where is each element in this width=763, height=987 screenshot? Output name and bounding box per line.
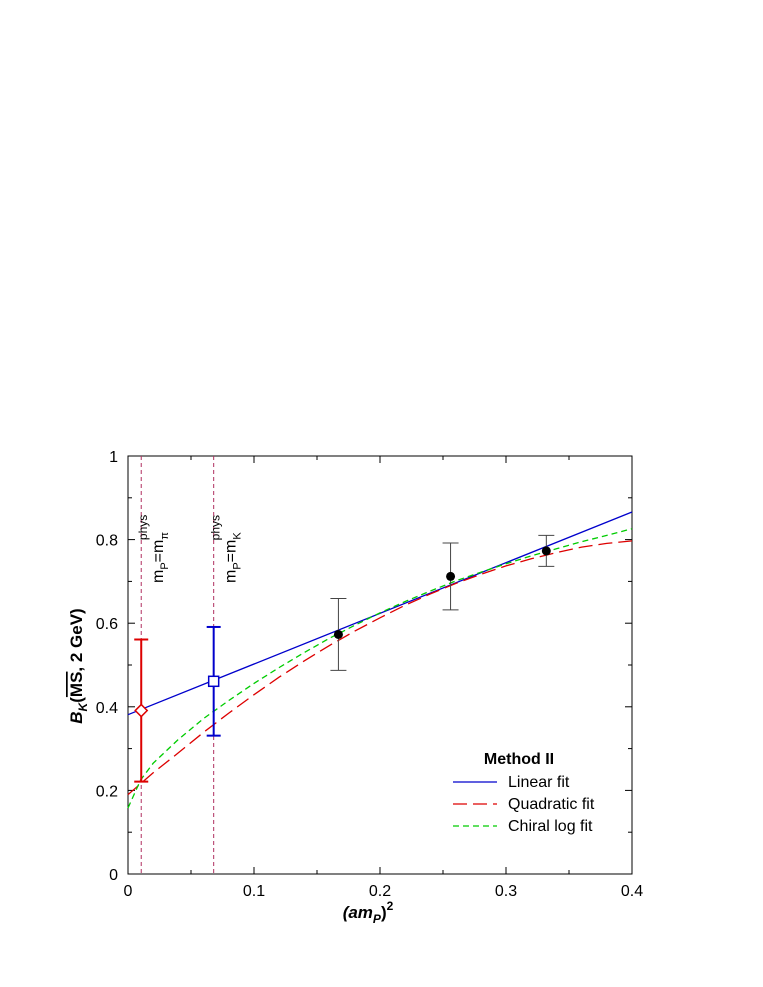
extrapolated-points: [134, 625, 221, 783]
data-point: [446, 571, 456, 581]
y-axis-title: BK(MS, 2 GeV): [67, 608, 90, 723]
y-tick-label: 0: [109, 867, 118, 884]
x-axis-title-text: ): [381, 903, 387, 922]
x-axis-title-sup: 2: [387, 899, 394, 913]
fit-curves: [127, 511, 633, 809]
reference-line-label: mP=mπ phys: [136, 515, 171, 583]
y-axis-title-text: (: [67, 697, 86, 703]
legend-entry: Chiral log fit: [508, 818, 593, 835]
fit-curve: [127, 528, 633, 809]
data-points: [330, 534, 555, 671]
axis-ticks: 0 0.1 0.2 0.3 0.4 0 0.2 0.4 0.6 0.8 1: [96, 449, 643, 900]
x-axis-title-text: (am: [343, 903, 373, 922]
legend-entry: Linear fit: [508, 774, 570, 791]
x-tick-label: 0.1: [243, 883, 265, 900]
axis-titles: (amP)2 BK(MS, 2 GeV): [67, 608, 394, 926]
reference-line-label: mP=mKphys: [209, 515, 244, 583]
fit-curve: [127, 540, 633, 796]
label-sub: K: [232, 532, 244, 540]
y-axis-title-text: , 2 GeV): [67, 608, 86, 671]
diamond-marker: [134, 703, 149, 718]
legend-entry: Quadratic fit: [508, 796, 595, 813]
x-tick-label: 0.4: [621, 883, 643, 900]
y-tick-label: 0.6: [96, 616, 118, 633]
label-sub: P: [232, 562, 244, 569]
data-point: [541, 546, 551, 556]
label-sub: P: [159, 562, 171, 569]
x-axis-title-sub: P: [373, 912, 382, 926]
label-sup: phys: [209, 515, 223, 540]
x-tick-label: 0.2: [369, 883, 391, 900]
y-axis-title-text: B: [67, 711, 86, 723]
label-sub: π: [159, 532, 171, 540]
y-axis-title-bar: MS: [67, 672, 86, 698]
label-text: =m: [150, 540, 167, 563]
data-point: [333, 629, 343, 639]
x-axis-title: (amP)2: [343, 899, 394, 926]
label-text: m: [150, 570, 167, 583]
y-tick-label: 0.4: [96, 700, 118, 717]
x-tick-label: 0: [124, 883, 133, 900]
y-axis-title-sub: K: [76, 701, 90, 711]
x-tick-label: 0.3: [495, 883, 517, 900]
square-marker: [207, 675, 220, 688]
label-text: m: [223, 570, 240, 583]
y-tick-label: 0.8: [96, 533, 118, 550]
label-sup: phys: [136, 515, 150, 540]
legend-title: Method II: [484, 751, 554, 768]
legend: Method II Linear fit Quadratic fit Chiral l…: [453, 751, 595, 835]
label-text: =m: [223, 540, 240, 563]
y-tick-label: 1: [109, 449, 118, 466]
y-tick-label: 0.2: [96, 783, 118, 800]
